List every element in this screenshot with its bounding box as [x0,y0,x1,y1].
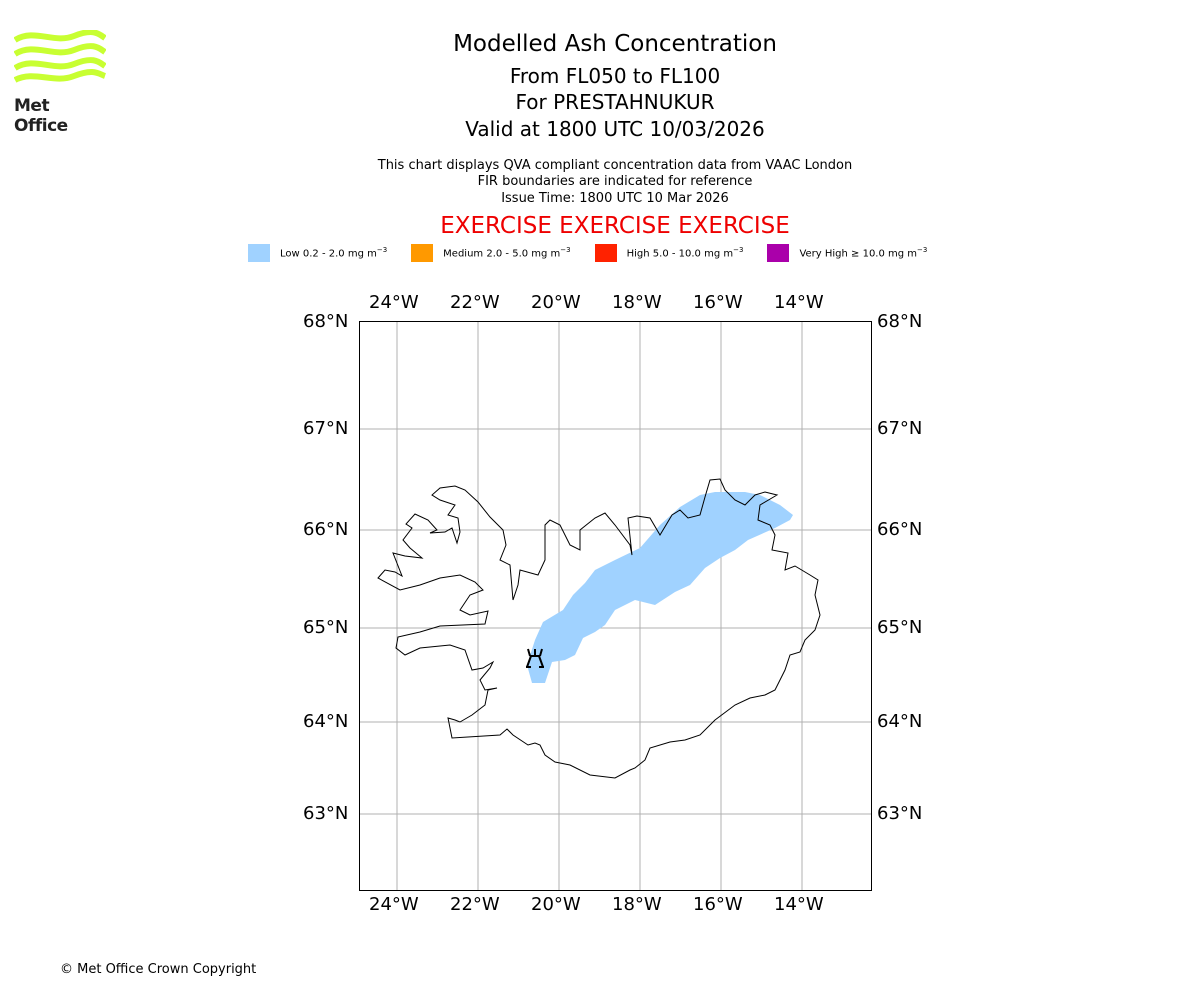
gridlines [360,322,871,890]
logo-waves-icon [13,29,107,83]
lon-tick-bottom: 22°W [450,894,500,915]
flight-levels: From FL050 to FL100 [509,64,721,88]
valid-time: Valid at 1800 UTC 10/03/2026 [465,117,765,141]
legend-label-very-high: Very High ≥ 10.0 mg m−3 [799,246,928,260]
legend-label-high: High 5.0 - 10.0 mg m−3 [626,246,744,260]
exercise-banner: EXERCISE EXERCISE EXERCISE [440,213,790,239]
legend: Low 0.2 - 2.0 mg m−3 Medium 2.0 - 5.0 mg… [248,244,951,262]
lon-tick-bottom: 16°W [693,894,743,915]
lat-tick-right: 65°N [877,617,923,638]
map-frame [359,321,872,891]
lat-tick-left: 66°N [303,519,349,540]
lat-tick-left: 64°N [303,711,349,732]
logo-text: Met Office [14,96,68,136]
lat-tick-left: 65°N [303,617,349,638]
lon-tick-bottom: 18°W [612,894,662,915]
note-fir: FIR boundaries are indicated for referen… [477,174,753,189]
note-qva: This chart displays QVA compliant concen… [377,158,853,173]
lat-tick-left: 67°N [303,418,349,439]
lat-tick-right: 67°N [877,418,923,439]
lon-tick-top: 16°W [693,292,743,313]
lon-tick-top: 18°W [612,292,662,313]
lat-tick-left: 63°N [303,803,349,824]
lon-tick-top: 14°W [774,292,824,313]
note-issue-time: Issue Time: 1800 UTC 10 Mar 2026 [501,191,729,206]
lon-tick-top: 20°W [531,292,581,313]
volcano-name: For PRESTAHNUKUR [515,90,715,114]
legend-swatch-low [248,244,270,262]
iceland-coastline [377,478,821,779]
copyright: © Met Office Crown Copyright [60,962,257,977]
met-office-logo: Met Office [13,29,107,136]
legend-swatch-very-high [767,244,790,262]
lon-tick-bottom: 20°W [531,894,581,915]
lat-tick-right: 68°N [877,311,923,332]
legend-swatch-high [594,244,617,262]
lon-tick-top: 24°W [369,292,419,313]
lon-tick-bottom: 24°W [369,894,419,915]
lon-tick-bottom: 14°W [774,894,824,915]
lat-tick-right: 63°N [877,803,923,824]
legend-label-medium: Medium 2.0 - 5.0 mg m−3 [443,246,571,260]
volcano-icon [526,648,544,668]
legend-label-low: Low 0.2 - 2.0 mg m−3 [280,246,388,260]
chart-title: Modelled Ash Concentration [453,31,777,57]
ash-region-low [527,492,793,683]
lat-tick-left: 68°N [303,311,349,332]
lat-tick-right: 64°N [877,711,923,732]
lat-tick-right: 66°N [877,519,923,540]
legend-swatch-medium [411,244,434,262]
lon-tick-top: 22°W [450,292,500,313]
